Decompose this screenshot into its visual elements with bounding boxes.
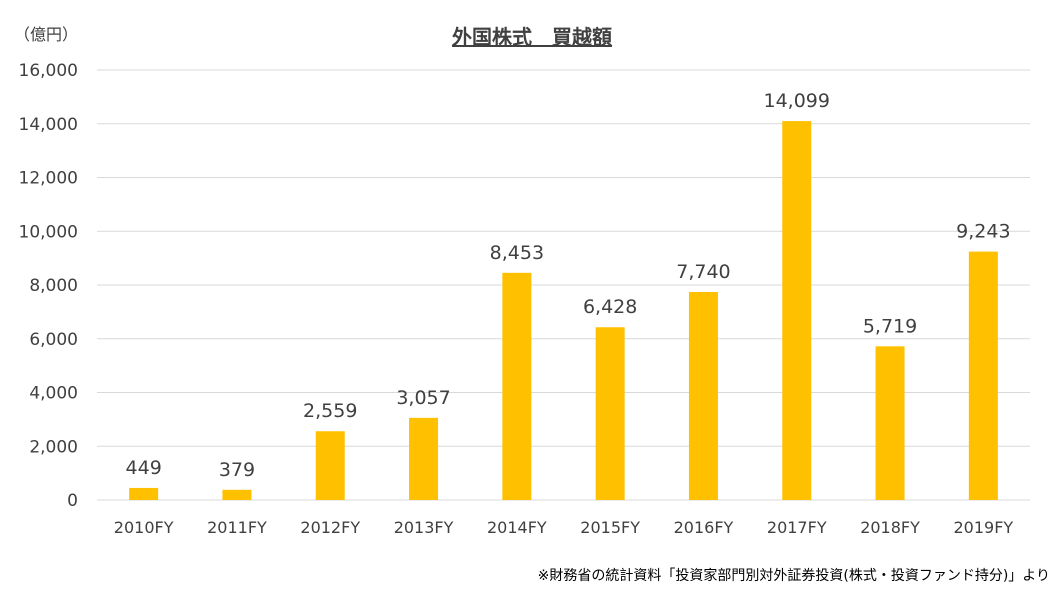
x-tick-label: 2013FY: [394, 518, 454, 537]
data-label-2011FY: 379: [219, 459, 255, 481]
data-label-2016FY: 7,740: [676, 261, 730, 283]
bar-2016FY: [688, 291, 718, 500]
grid-lines: [97, 69, 1030, 501]
x-tick-label: 2011FY: [207, 518, 267, 537]
x-axis-tick-labels: 2010FY 2011FY 2012FY 2013FY 2014FY 2015FY 2016…: [114, 518, 1014, 537]
bars: [129, 121, 998, 500]
bar-2017FY: [782, 121, 812, 500]
bar-2011FY: [222, 489, 252, 500]
bar-2014FY: [502, 272, 532, 500]
source-note: ※財務省の統計資料「投資家部門別対外証券投資(株式・投資ファンド持分)」より: [538, 567, 1050, 584]
x-tick-label: 2019FY: [953, 518, 1013, 537]
data-label-2017FY: 14,099: [764, 90, 830, 112]
y-tick-label: 6,000: [29, 330, 78, 350]
bar-2013FY: [409, 417, 439, 500]
y-axis-unit-label: （億円）: [14, 25, 78, 44]
bar-2015FY: [595, 327, 625, 500]
y-tick-label: 16,000: [19, 61, 78, 81]
data-label-2012FY: 2,559: [303, 400, 357, 422]
y-tick-label: 10,000: [19, 222, 78, 242]
x-tick-label: 2018FY: [860, 518, 920, 537]
x-tick-label: 2016FY: [674, 518, 734, 537]
x-tick-label: 2012FY: [300, 518, 360, 537]
y-tick-label: 2,000: [29, 437, 78, 457]
x-tick-label: 2017FY: [767, 518, 827, 537]
data-label-2014FY: 8,453: [490, 242, 544, 264]
bar-2018FY: [875, 346, 905, 500]
y-tick-label: 0: [67, 491, 78, 511]
data-label-2015FY: 6,428: [583, 296, 637, 318]
bar-2019FY: [968, 251, 998, 500]
y-tick-label: 4,000: [29, 384, 78, 404]
x-tick-label: 2015FY: [580, 518, 640, 537]
data-labels: 449 379 2,559 3,057 8,453 6,428 7,740 14,099 5,7…: [126, 90, 1011, 481]
data-label-2013FY: 3,057: [396, 387, 450, 409]
chart-title: 外国株式 買越額: [452, 25, 612, 49]
y-axis-tick-labels: 0 2,000 4,000 6,000 8,000 10,000 12,000 14,000 1…: [19, 61, 78, 511]
y-tick-label: 8,000: [29, 276, 78, 296]
y-tick-label: 12,000: [19, 169, 78, 189]
data-label-2018FY: 5,719: [863, 315, 917, 337]
bar-2010FY: [129, 487, 159, 500]
data-label-2010FY: 449: [126, 457, 162, 479]
x-tick-label: 2014FY: [487, 518, 547, 537]
y-tick-label: 14,000: [19, 115, 78, 135]
bar-2012FY: [315, 431, 345, 500]
x-tick-label: 2010FY: [114, 518, 174, 537]
data-label-2019FY: 9,243: [956, 221, 1010, 243]
